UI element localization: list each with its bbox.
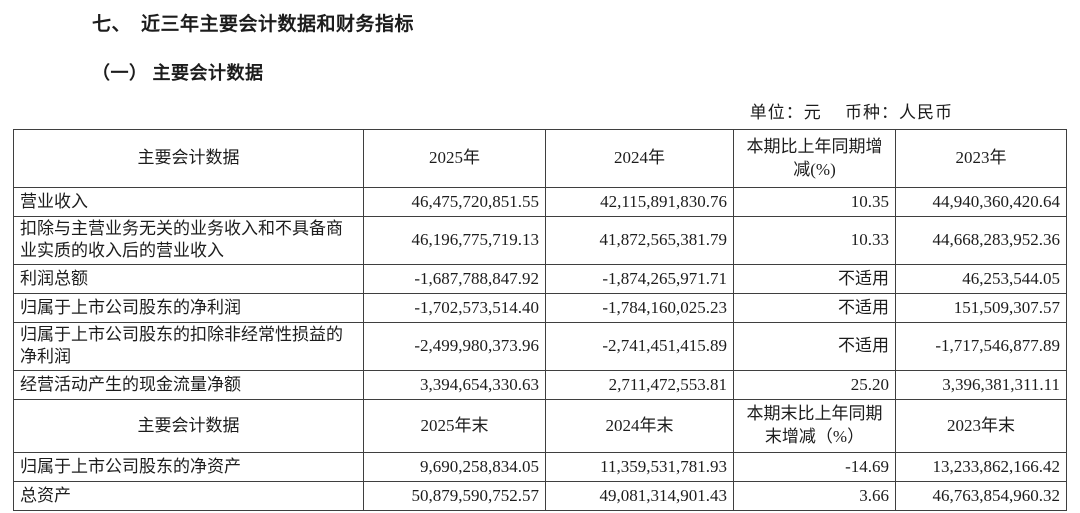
table-row: 总资产 50,879,590,752.57 49,081,314,901.43 3.6… [13,480,1067,511]
value-cell: 2,711,472,553.81 [545,369,734,400]
value-cell: -2,499,980,373.96 [363,321,546,371]
value-cell: 10.33 [733,216,896,265]
unit-currency-note: 单位：元 币种：人民币 [749,103,953,122]
row-label-cell: 经营活动产生的现金流量净额 [13,369,364,400]
value-cell: 3.66 [733,480,896,511]
column-header-cell: 主要会计数据 [13,129,364,188]
value-cell: 不适用 [733,292,896,323]
value-cell: 44,940,360,420.64 [895,187,1067,217]
subsection-title: （一） 主要会计数据 [92,63,264,83]
value-cell: 46,475,720,851.55 [363,187,546,217]
value-cell: 25.20 [733,369,896,400]
value-cell: 46,253,544.05 [895,263,1067,294]
value-cell: 不适用 [733,321,896,371]
value-cell: 9,690,258,834.05 [363,451,546,482]
value-cell: 11,359,531,781.93 [545,451,734,482]
column-header-cell: 2023年末 [895,398,1067,453]
table-row: 扣除与主营业务无关的业务收入和不具备商业实质的收入后的营业收入 46,196,77… [13,216,1067,265]
column-header-cell: 2024年 [545,129,734,188]
column-header-cell: 本期比上年同期增减(%) [733,129,896,188]
value-cell: 3,394,654,330.63 [363,369,546,400]
value-cell: 46,196,775,719.13 [363,216,546,265]
value-cell: 41,872,565,381.79 [545,216,734,265]
annual-header-row: 主要会计数据 2025年 2024年 本期比上年同期增减(%) 2023年 [13,129,1067,188]
value-cell: -1,702,573,514.40 [363,292,546,323]
value-cell: 44,668,283,952.36 [895,216,1067,265]
value-cell: 13,233,862,166.42 [895,451,1067,482]
value-cell: 10.35 [733,187,896,217]
row-label-cell: 归属于上市公司股东的净资产 [13,451,364,482]
column-header-cell: 2024年末 [545,398,734,453]
section-title: 七、 近三年主要会计数据和财务指标 [92,14,415,35]
table-row: 归属于上市公司股东的扣除非经常性损益的净利润 -2,499,980,373.96-… [13,321,1067,371]
column-header-cell: 2023年 [895,129,1067,188]
row-label-cell: 营业收入 [13,187,364,217]
table-row: 营业收入 46,475,720,851.55 42,115,891,830.76 10… [13,187,1067,217]
row-label-cell: 扣除与主营业务无关的业务收入和不具备商业实质的收入后的营业收入 [13,216,364,265]
row-label-cell: 归属于上市公司股东的扣除非经常性损益的净利润 [13,321,364,371]
value-cell: -1,687,788,847.92 [363,263,546,294]
value-cell: 42,115,891,830.76 [545,187,734,217]
year-end-header-row: 主要会计数据 2025年末 2024年末 本期末比上年同期末增减（%） 2023年末 [13,398,1067,453]
value-cell: 3,396,381,311.11 [895,369,1067,400]
value-cell: -1,784,160,025.23 [545,292,734,323]
accounting-data-table: 主要会计数据 2025年 2024年 本期比上年同期增减(%) 2023年 营业收入 46,… [13,129,1067,511]
value-cell: 50,879,590,752.57 [363,480,546,511]
row-label-cell: 归属于上市公司股东的净利润 [13,292,364,323]
value-cell: 49,081,314,901.43 [545,480,734,511]
value-cell: 不适用 [733,263,896,294]
value-cell: 46,763,854,960.32 [895,480,1067,511]
value-cell: -2,741,451,415.89 [545,321,734,371]
column-header-cell: 主要会计数据 [13,398,364,453]
table-row: 经营活动产生的现金流量净额 3,394,654,330.63 2,711,472,5… [13,369,1067,400]
table-row: 归属于上市公司股东的净利润 -1,702,573,514.40 -1,784,160… [13,292,1067,323]
table-row: 利润总额 -1,687,788,847.92 -1,874,265,971.71 不适… [13,263,1067,294]
value-cell: 151,509,307.57 [895,292,1067,323]
row-label-cell: 总资产 [13,480,364,511]
table-row: 归属于上市公司股东的净资产 9,690,258,834.05 11,359,531,… [13,451,1067,482]
column-header-cell: 2025年末 [363,398,546,453]
row-label-cell: 利润总额 [13,263,364,294]
value-cell: -14.69 [733,451,896,482]
column-header-cell: 2025年 [363,129,546,188]
value-cell: -1,717,546,877.89 [895,321,1067,371]
column-header-cell: 本期末比上年同期末增减（%） [733,398,896,453]
value-cell: -1,874,265,971.71 [545,263,734,294]
